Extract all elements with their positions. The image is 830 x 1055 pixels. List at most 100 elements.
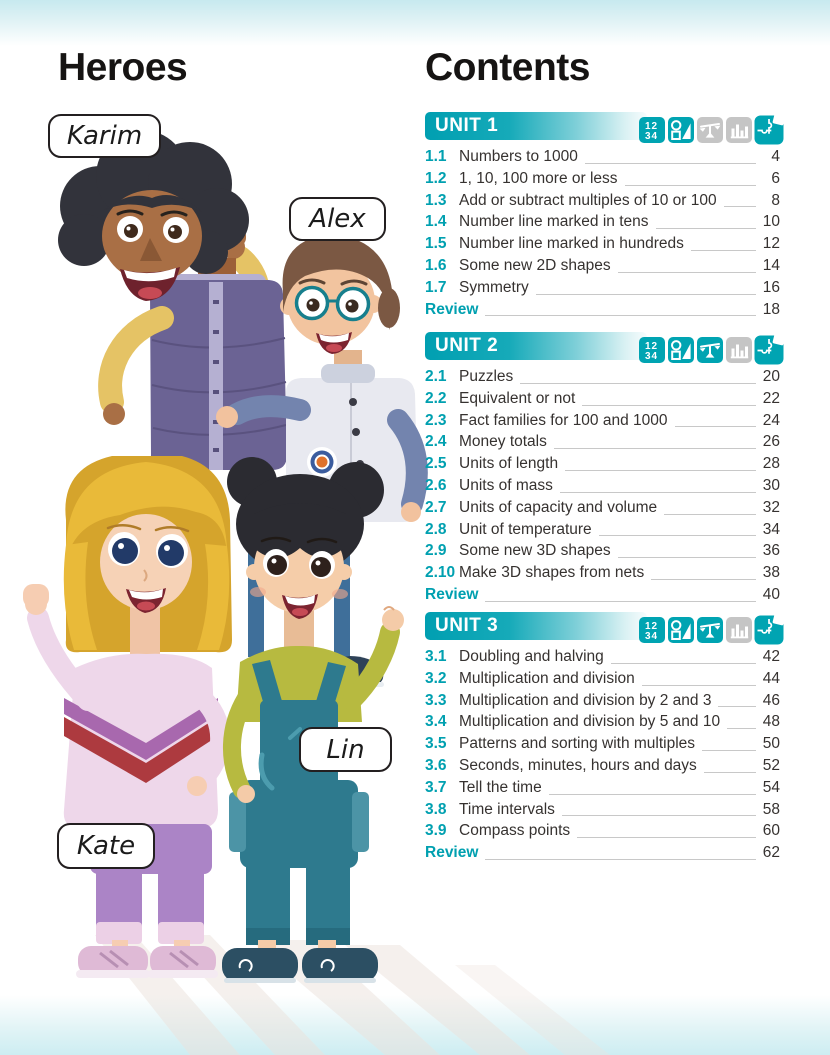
review-row: Review 62: [425, 842, 780, 864]
toc-number: 1.4: [425, 213, 447, 231]
toc-label: Some new 2D shapes: [459, 256, 611, 274]
toc-label: Multiplication and division by 5 and 10: [459, 713, 721, 731]
toc-number: 3.2: [425, 669, 447, 687]
alex-head: [280, 234, 400, 354]
balance-icon-inactive: [694, 117, 723, 143]
leader-line: [548, 777, 756, 795]
leader-line: [559, 475, 756, 493]
toc-label: Multiplication and division: [459, 669, 635, 687]
toc-number: 2.7: [425, 498, 447, 516]
unit-section-3: UNIT 3 12 34: [425, 611, 788, 864]
page-number: 16: [762, 278, 780, 296]
unit-title: UNIT 3: [435, 615, 499, 636]
unit-rows: 2.1 Puzzles 20 2.2 Equivalent or not 22 2.3 Fac…: [425, 366, 780, 606]
toc-row: 1.4 Number line marked in tens 10: [425, 211, 780, 233]
unit-header: UNIT 1 12 34: [425, 111, 788, 145]
toc-number: 3.8: [425, 800, 447, 818]
lin-shoes: [222, 948, 378, 983]
toc-number: 2.4: [425, 433, 447, 451]
character-karim: [58, 130, 287, 470]
toc-row: 3.4 Multiplication and division by 5 and …: [425, 711, 780, 733]
toc-number: 2.5: [425, 455, 447, 473]
chart-icon-inactive: [723, 117, 752, 143]
leader-line: [624, 168, 756, 186]
puzzle-icon: [752, 611, 788, 647]
toc-row: 3.1 Doubling and halving 42: [425, 646, 780, 668]
balance-icon: [694, 617, 723, 643]
page-number: 44: [762, 669, 780, 687]
leader-line: [617, 255, 756, 273]
page-number: 36: [762, 542, 780, 560]
review-row: Review 40: [425, 584, 780, 606]
toc-row: 1.3 Add or subtract multiples of 10 or 10…: [425, 190, 780, 212]
page-number: 54: [762, 778, 780, 796]
top-gradient-band: [0, 0, 830, 46]
svg-text:12: 12: [645, 341, 658, 352]
toc-row: 3.2 Multiplication and division 44: [425, 668, 780, 690]
review-row: Review 18: [425, 299, 780, 321]
leader-line: [565, 453, 756, 471]
leader-line: [610, 646, 756, 664]
toc-row: 1.5 Number line marked in hundreds 12: [425, 233, 780, 255]
leader-line: [723, 189, 756, 208]
page-number: 52: [762, 756, 780, 774]
unit-title: UNIT 1: [435, 115, 499, 136]
toc-label: Money totals: [459, 433, 547, 451]
leader-line: [577, 820, 756, 839]
toc-row: 1.6 Some new 2D shapes 14: [425, 255, 780, 277]
toc-label: Some new 3D shapes: [459, 542, 611, 560]
toc-number: 3.4: [425, 713, 447, 731]
page-number: 20: [762, 368, 780, 385]
unit-section-2: UNIT 2 12 34: [425, 331, 788, 606]
review-label: Review: [425, 300, 479, 318]
leader-line: [727, 711, 756, 730]
toc-number: 3.1: [425, 648, 447, 665]
leader-line: [598, 518, 756, 537]
toc-label: Compass points: [459, 822, 571, 840]
page-number: 22: [762, 389, 780, 407]
svg-text:12: 12: [645, 121, 658, 132]
page-number: 14: [762, 256, 780, 274]
toc-number: 2.3: [425, 411, 447, 429]
page-number: 8: [771, 191, 780, 209]
toc-label: Make 3D shapes from nets: [459, 564, 645, 582]
toc-number: 1.7: [425, 278, 447, 296]
toc-label: Units of capacity and volume: [459, 498, 658, 516]
karim-head: [58, 130, 249, 301]
leader-line: [553, 431, 756, 450]
toc-label: Doubling and halving: [459, 648, 604, 665]
svg-text:34: 34: [645, 131, 658, 142]
leader-line: [674, 409, 756, 428]
toc-row: 2.8 Unit of temperature 34: [425, 519, 780, 541]
svg-text:34: 34: [645, 351, 658, 362]
toc-label: Fact families for 100 and 1000: [459, 411, 668, 429]
toc-number: 3.9: [425, 822, 447, 840]
contents-panel: UNIT 1 12 34: [425, 0, 788, 900]
leader-line: [485, 298, 756, 317]
toc-label: Units of length: [459, 455, 559, 473]
toc-row: 2.4 Money totals 26: [425, 431, 780, 453]
name-label-lin: Lin: [299, 727, 392, 772]
name-label-karim: Karim: [48, 114, 161, 158]
unit-strand-icons: 12 34: [636, 611, 788, 647]
toc-label: Equivalent or not: [459, 389, 576, 407]
unit-title-bar: UNIT 2: [425, 332, 647, 360]
page-number: 6: [771, 169, 780, 187]
leader-line: [520, 366, 756, 384]
page-number: 60: [762, 822, 780, 840]
page-number: 48: [762, 713, 780, 731]
review-label: Review: [425, 844, 479, 862]
page-number: 46: [762, 691, 780, 709]
page-number: 38: [762, 564, 780, 582]
shapes-icon: [665, 337, 694, 363]
leader-line: [651, 562, 756, 580]
page-number: 30: [762, 476, 780, 494]
character-kate: [23, 456, 233, 978]
page-number: 4: [771, 148, 780, 165]
page-number: 34: [762, 520, 780, 538]
toc-row: 3.9 Compass points 60: [425, 820, 780, 842]
toc-label: Number line marked in hundreds: [459, 235, 684, 253]
leader-line: [703, 755, 756, 773]
toc-number: 1.5: [425, 235, 447, 253]
